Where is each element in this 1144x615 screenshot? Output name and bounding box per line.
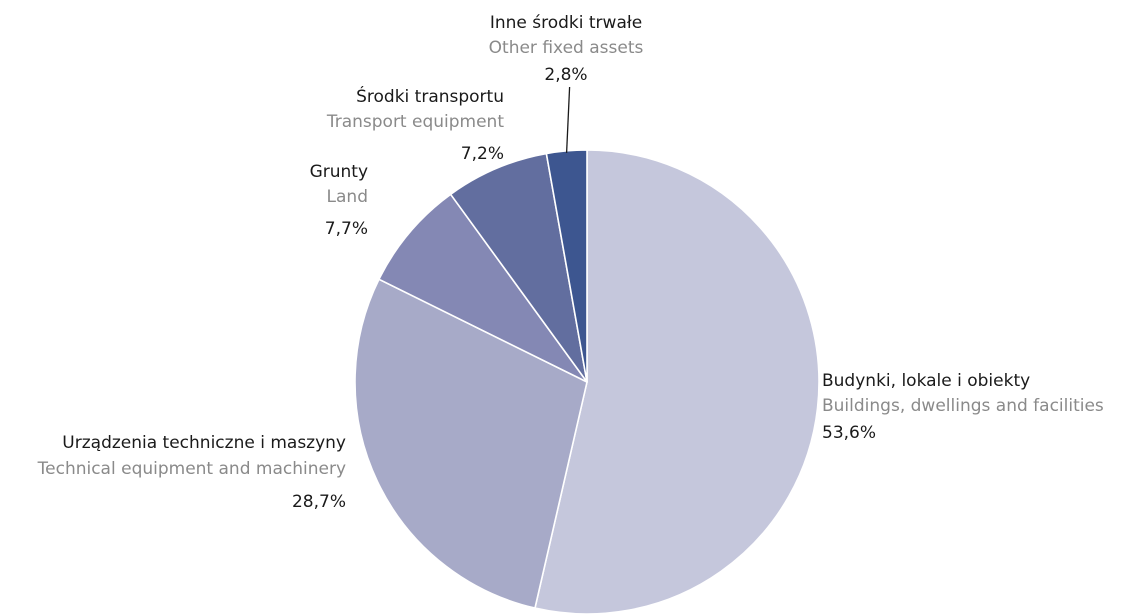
slice-label-en: Buildings, dwellings and facilities: [822, 396, 1104, 416]
slice-label-en: Other fixed assets: [489, 38, 644, 58]
slice-value-label: 53,6%: [822, 423, 876, 443]
slice-label-en: Technical equipment and machinery: [37, 459, 346, 479]
slice-label-other-fixed-assets: Inne środki trwałe Other fixed assets 2,…: [489, 13, 644, 85]
slice-value-label: 7,2%: [461, 144, 504, 164]
pie-slice-land: [378, 193, 588, 383]
slice-label-land: Grunty Land 7,7%: [310, 162, 368, 239]
slice-label-pl: Urządzenia techniczne i maszyny: [62, 433, 346, 453]
pie-slice-buildings: [534, 149, 820, 615]
slice-label-pl: Grunty: [310, 162, 368, 182]
slice-value-label: 7,7%: [325, 219, 368, 239]
slice-value-label: 28,7%: [292, 492, 346, 512]
slice-label-buildings: Budynki, lokale i obiekty Buildings, dwe…: [822, 371, 1104, 443]
slice-label-technical-equipment: Urządzenia techniczne i maszyny Technica…: [37, 433, 346, 512]
slice-label-pl: Środki transportu: [356, 85, 504, 107]
slice-label-en: Land: [327, 187, 368, 207]
pie-slice-technical-equipment: [354, 278, 588, 609]
slice-value-label: 2,8%: [544, 65, 587, 85]
slice-label-en: Transport equipment: [326, 112, 505, 132]
slice-label-transport: Środki transportu Transport equipment 7,…: [326, 85, 505, 164]
slice-label-pl: Inne środki trwałe: [490, 13, 642, 33]
slice-label-pl: Budynki, lokale i obiekty: [822, 371, 1030, 391]
pie-slices: [354, 149, 820, 615]
leader-line-other-fixed-assets: [565, 86, 571, 153]
pie-slice-transport: [449, 152, 588, 383]
